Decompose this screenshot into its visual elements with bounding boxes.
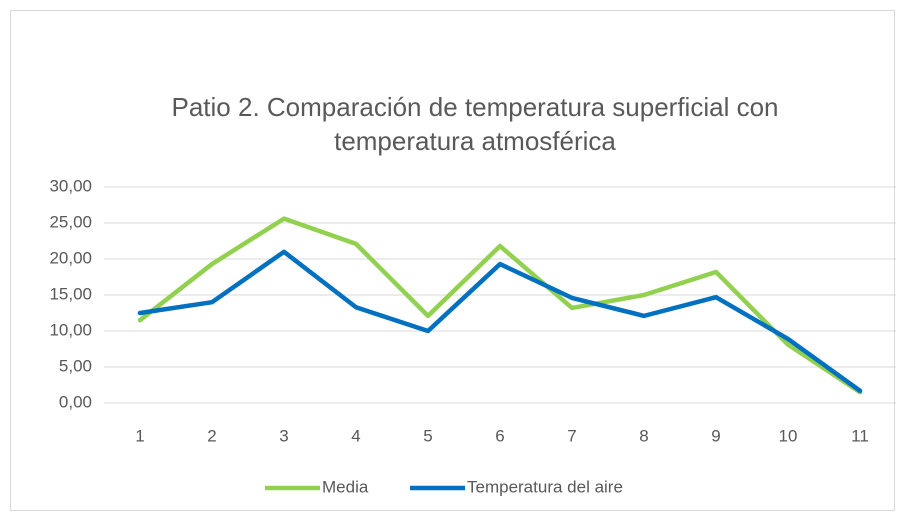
series-line [137,216,863,395]
y-tick-label: 10,00 [49,320,92,339]
x-tick-label: 10 [779,426,798,445]
x-tick-label: 11 [851,426,869,445]
x-tick-label: 6 [495,426,504,445]
y-tick-label: 30,00 [49,176,92,195]
y-tick-label: 15,00 [49,284,92,303]
series-line [137,249,863,394]
y-tick-label: 25,00 [49,212,92,231]
y-tick-label: 20,00 [49,248,92,267]
x-tick-label: 1 [135,426,144,445]
legend-label: Media [322,477,369,496]
chart-border [10,10,895,511]
legend-label: Temperatura del aire [467,477,623,496]
y-tick-label: 0,00 [59,392,92,411]
x-tick-label: 5 [423,426,432,445]
x-tick-label: 4 [351,426,360,445]
x-tick-label: 2 [207,426,216,445]
x-tick-label: 3 [279,426,288,445]
chart-title: Patio 2. Comparación de temperatura supe… [171,92,779,156]
x-tick-label: 7 [567,426,576,445]
y-tick-label: 5,00 [59,356,92,375]
x-tick-label: 9 [711,426,720,445]
x-tick-label: 8 [639,426,648,445]
